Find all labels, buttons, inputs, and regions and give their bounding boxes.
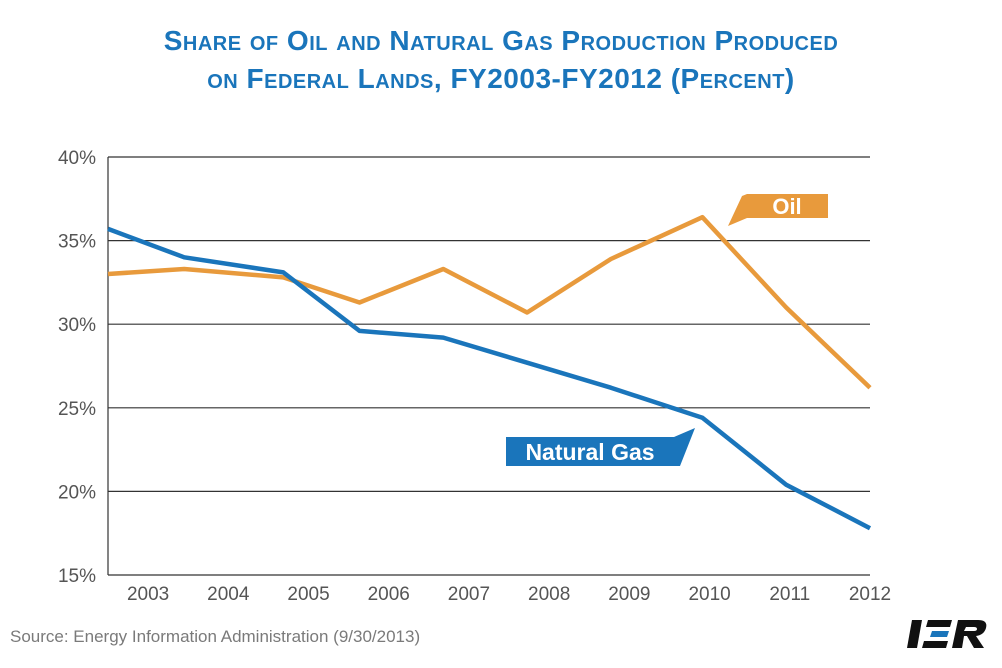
label-layer: Oil Natural Gas — [506, 194, 828, 466]
x-tick-label: 2006 — [368, 584, 410, 605]
x-tick-label: 2007 — [448, 584, 490, 605]
x-tick-label: 2004 — [207, 584, 250, 605]
chart-title-line-2: on Federal Lands, FY2003-FY2012 (Percent… — [207, 63, 795, 94]
gas-callout: Natural Gas — [506, 428, 695, 466]
oil-callout: Oil — [728, 194, 828, 226]
x-tick-label: 2005 — [287, 584, 329, 605]
oil-callout-label: Oil — [772, 194, 801, 219]
x-tick-label: 2011 — [769, 584, 810, 605]
gas-callout-box — [506, 428, 695, 466]
grid-layer — [108, 156, 870, 492]
x-tick-label: 2009 — [608, 584, 650, 605]
gas-callout-label: Natural Gas — [525, 439, 654, 465]
x-tick-label: 2012 — [849, 584, 891, 605]
y-tick-label: 20% — [58, 482, 96, 503]
source-note: Source: Energy Information Administratio… — [10, 627, 421, 646]
series-layer — [107, 214, 872, 531]
x-tick-label: 2010 — [688, 584, 730, 605]
oil-callout-box — [728, 194, 828, 226]
axis-layer: 15% 20% 25% 30% 35% 40% 2003 2004 2005 2006 2007 20… — [58, 148, 891, 605]
series-line-oil — [107, 214, 872, 390]
series-line-natural-gas — [107, 226, 872, 531]
y-tick-label: 25% — [58, 399, 96, 420]
y-tick-label: 40% — [58, 148, 96, 169]
chart-title-line-1: Share of Oil and Natural Gas Production … — [163, 25, 839, 56]
y-tick-label: 15% — [58, 566, 96, 587]
x-tick-label: 2003 — [127, 584, 169, 605]
ier-logo — [907, 620, 987, 648]
y-tick-label: 35% — [58, 232, 96, 253]
chart-title: Share of Oil and Natural Gas Production … — [0, 22, 1002, 98]
x-tick-label: 2008 — [528, 584, 570, 605]
y-tick-label: 30% — [58, 315, 96, 336]
